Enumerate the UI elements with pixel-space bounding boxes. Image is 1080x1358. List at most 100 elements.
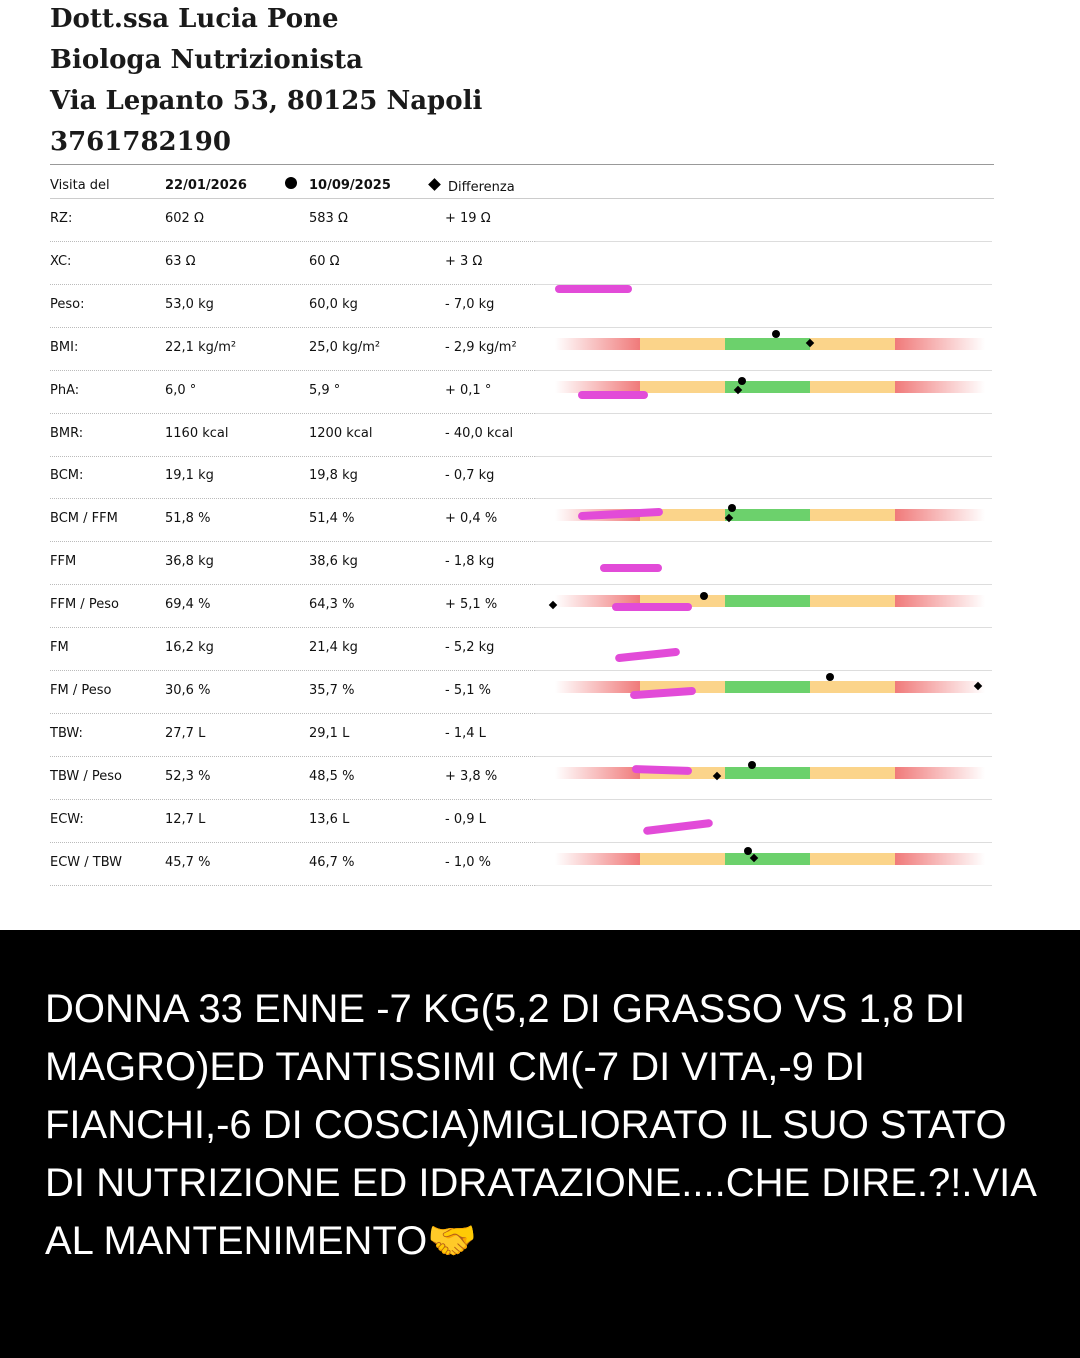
row-value-current: 602 Ω	[165, 211, 204, 226]
row-label: ECW / TBW	[50, 855, 123, 870]
row-value-current: 12,7 L	[165, 812, 206, 827]
current-visit-dot-icon	[285, 177, 297, 189]
row-label: RZ:	[50, 211, 73, 226]
gauge-segment	[555, 681, 640, 693]
row-difference: - 40,0 kcal	[445, 426, 514, 441]
row-separator-right	[535, 284, 992, 285]
row-separator-right	[535, 885, 992, 886]
row-separator	[50, 498, 535, 500]
row-separator-right	[535, 241, 992, 242]
row-difference: - 2,9 kg/m²	[445, 340, 517, 355]
row-difference: + 3,8 %	[445, 769, 498, 784]
row-label: XC:	[50, 254, 72, 269]
row-separator-right	[535, 799, 992, 800]
row-value-previous: 583 Ω	[309, 211, 348, 226]
gauge-segment	[640, 381, 725, 393]
col-difference: Differenza	[448, 180, 515, 195]
row-value-current: 53,0 kg	[165, 297, 214, 312]
row-separator	[50, 756, 535, 758]
row-label: FFM	[50, 554, 77, 569]
row-separator	[50, 713, 535, 715]
row-separator-right	[535, 713, 992, 714]
row-value-current: 1160 kcal	[165, 426, 229, 441]
current-value-dot	[772, 330, 780, 338]
highlighter-mark	[642, 818, 714, 836]
row-separator-right	[535, 327, 992, 328]
gauge-segment	[895, 853, 985, 865]
row-label: TBW:	[50, 726, 83, 741]
row-label: FM / Peso	[50, 683, 112, 698]
row-value-current: 51,8 %	[165, 511, 211, 526]
row-separator-right	[535, 370, 992, 371]
row-separator	[50, 370, 535, 372]
col-label-visit: Visita del	[50, 178, 110, 193]
row-value-current: 22,1 kg/m²	[165, 340, 237, 355]
gauge-segment	[725, 595, 810, 607]
gauge-segment	[725, 509, 810, 521]
row-value-current: 30,6 %	[165, 683, 211, 698]
row-label: FFM / Peso	[50, 597, 119, 612]
row-separator	[50, 842, 535, 844]
row-separator	[50, 627, 535, 629]
row-value-previous: 19,8 kg	[309, 468, 358, 483]
row-difference: + 3 Ω	[445, 254, 483, 269]
gauge-segment	[555, 338, 640, 350]
col-date-previous: 10/09/2025	[309, 178, 391, 193]
row-label: BMI:	[50, 340, 79, 355]
row-value-previous: 35,7 %	[309, 683, 355, 698]
gauge-segment	[725, 681, 810, 693]
previous-visit-diamond-icon	[428, 178, 441, 191]
row-value-current: 45,7 %	[165, 855, 211, 870]
row-difference: - 1,8 kg	[445, 554, 495, 569]
row-value-previous: 64,3 %	[309, 597, 355, 612]
row-difference: - 0,9 L	[445, 812, 486, 827]
row-label: BCM:	[50, 468, 84, 483]
row-separator-right	[535, 756, 992, 757]
row-difference: + 0,4 %	[445, 511, 498, 526]
row-difference: + 0,1 °	[445, 383, 492, 398]
gauge-segment	[725, 381, 810, 393]
row-value-previous: 38,6 kg	[309, 554, 358, 569]
highlighter-mark	[578, 391, 648, 399]
gauge-segment	[895, 338, 985, 350]
gauge-segment	[895, 767, 985, 779]
row-separator	[50, 670, 535, 672]
row-value-current: 36,8 kg	[165, 554, 214, 569]
doctor-role: Biologa Nutrizionista	[50, 45, 364, 75]
gauge-segment	[895, 595, 985, 607]
row-value-previous: 46,7 %	[309, 855, 355, 870]
highlighter-mark	[612, 603, 692, 611]
gauge-segment	[810, 509, 895, 521]
row-separator-right	[535, 584, 992, 585]
row-separator-right	[535, 842, 992, 843]
gauge-segment	[810, 381, 895, 393]
gauge-segment	[895, 381, 985, 393]
doctor-name: Dott.ssa Lucia Pone	[50, 4, 339, 34]
row-value-current: 63 Ω	[165, 254, 196, 269]
doctor-address: Via Lepanto 53, 80125 Napoli	[50, 86, 483, 116]
row-value-current: 16,2 kg	[165, 640, 214, 655]
gauge-segment	[895, 509, 985, 521]
caption-text: DONNA 33 ENNE -7 KG(5,2 DI GRASSO VS 1,8…	[45, 987, 1035, 1263]
row-difference: - 5,2 kg	[445, 640, 495, 655]
row-value-previous: 48,5 %	[309, 769, 355, 784]
row-value-previous: 60,0 kg	[309, 297, 358, 312]
row-separator-right	[535, 670, 992, 671]
current-value-dot	[728, 504, 736, 512]
row-value-previous: 29,1 L	[309, 726, 350, 741]
row-separator-right	[535, 541, 992, 542]
header-row-rule	[50, 198, 994, 199]
row-value-previous: 1200 kcal	[309, 426, 373, 441]
report-document: Dott.ssa Lucia Pone Biologa Nutrizionist…	[50, 4, 994, 886]
row-separator	[50, 413, 535, 415]
row-label: FM	[50, 640, 69, 655]
gauge-segment	[640, 853, 725, 865]
row-separator-right	[535, 413, 992, 414]
doctor-phone: 3761782190	[50, 127, 231, 157]
highlighter-mark	[600, 564, 662, 572]
row-difference: + 5,1 %	[445, 597, 498, 612]
row-separator	[50, 284, 535, 286]
row-separator-right	[535, 456, 992, 457]
row-separator	[50, 584, 535, 586]
row-separator	[50, 799, 535, 801]
